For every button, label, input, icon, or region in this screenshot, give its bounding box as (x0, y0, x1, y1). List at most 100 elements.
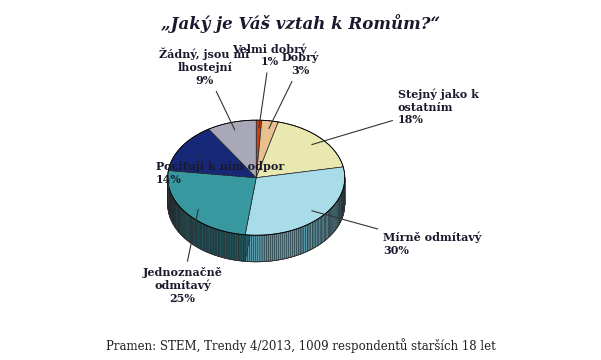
Polygon shape (258, 235, 260, 262)
Text: „Jaký je Váš vztah k Romům?“: „Jaký je Váš vztah k Romům?“ (161, 14, 440, 33)
Polygon shape (213, 228, 215, 255)
Polygon shape (275, 234, 276, 261)
Polygon shape (233, 233, 235, 260)
Polygon shape (300, 227, 302, 254)
Polygon shape (225, 231, 227, 258)
Polygon shape (173, 198, 174, 225)
Polygon shape (281, 233, 282, 260)
Polygon shape (190, 216, 191, 243)
Polygon shape (228, 232, 230, 259)
Polygon shape (180, 207, 181, 234)
Polygon shape (192, 218, 194, 245)
Polygon shape (240, 234, 242, 261)
Polygon shape (319, 217, 320, 245)
Polygon shape (207, 226, 209, 253)
Polygon shape (215, 229, 216, 256)
Polygon shape (255, 235, 258, 262)
Polygon shape (221, 231, 223, 258)
Polygon shape (218, 230, 220, 257)
Polygon shape (223, 231, 225, 258)
Text: Pramen: STEM, Trendy 4/2013, 1009 respondentů starších 18 let: Pramen: STEM, Trendy 4/2013, 1009 respon… (106, 338, 495, 353)
Polygon shape (242, 234, 243, 261)
Polygon shape (182, 209, 183, 236)
Polygon shape (282, 232, 285, 259)
Polygon shape (212, 228, 213, 255)
Polygon shape (322, 216, 323, 243)
Polygon shape (245, 178, 256, 261)
Polygon shape (276, 233, 279, 260)
Polygon shape (338, 198, 339, 226)
Polygon shape (336, 202, 337, 230)
Polygon shape (191, 217, 192, 244)
Polygon shape (216, 229, 218, 256)
Polygon shape (333, 206, 334, 233)
Polygon shape (334, 204, 335, 232)
Text: Stejný jako k
ostatním
18%: Stejný jako k ostatním 18% (312, 88, 479, 145)
Polygon shape (287, 231, 288, 258)
Polygon shape (220, 230, 221, 257)
Polygon shape (247, 235, 249, 262)
Polygon shape (189, 215, 190, 243)
Polygon shape (198, 221, 199, 248)
Text: Mírně odmítavý
30%: Mírně odmítavý 30% (312, 211, 481, 256)
Polygon shape (181, 208, 182, 235)
Polygon shape (260, 235, 262, 262)
Polygon shape (245, 235, 247, 261)
Polygon shape (238, 234, 240, 261)
Text: Žádný, jsou mi
lhostejní
9%: Žádný, jsou mi lhostejní 9% (159, 48, 250, 130)
Polygon shape (320, 217, 322, 244)
Text: Dobrý
3%: Dobrý 3% (269, 52, 319, 129)
Polygon shape (325, 213, 326, 241)
Polygon shape (178, 205, 179, 233)
Polygon shape (326, 212, 327, 240)
Polygon shape (327, 211, 328, 239)
Polygon shape (293, 230, 294, 257)
Polygon shape (256, 122, 343, 178)
Polygon shape (268, 234, 270, 261)
Polygon shape (236, 234, 238, 261)
Polygon shape (314, 220, 316, 248)
Polygon shape (209, 120, 256, 178)
Polygon shape (199, 222, 200, 249)
Polygon shape (202, 223, 203, 250)
Polygon shape (339, 197, 340, 225)
Polygon shape (183, 210, 184, 237)
Polygon shape (337, 201, 338, 228)
Polygon shape (184, 211, 185, 238)
Polygon shape (335, 203, 336, 231)
Polygon shape (251, 235, 254, 262)
Polygon shape (185, 212, 186, 239)
Text: Pociťuji k nim odpor
14%: Pociťuji k nim odpor 14% (156, 154, 284, 185)
Polygon shape (179, 206, 180, 233)
Polygon shape (311, 222, 313, 250)
Polygon shape (294, 229, 296, 256)
Polygon shape (175, 202, 177, 229)
Polygon shape (186, 212, 187, 240)
Polygon shape (305, 225, 307, 252)
Polygon shape (270, 234, 272, 261)
Polygon shape (235, 234, 236, 260)
Polygon shape (249, 235, 251, 262)
Polygon shape (243, 235, 245, 261)
Polygon shape (262, 235, 264, 262)
Polygon shape (331, 208, 332, 235)
Polygon shape (272, 234, 275, 261)
Polygon shape (194, 219, 195, 246)
Polygon shape (296, 228, 298, 256)
Polygon shape (254, 235, 255, 262)
Polygon shape (168, 129, 256, 178)
Polygon shape (307, 224, 309, 251)
Polygon shape (204, 224, 206, 252)
Polygon shape (279, 233, 281, 260)
Polygon shape (256, 120, 278, 178)
Polygon shape (285, 232, 287, 259)
Polygon shape (200, 222, 202, 249)
Polygon shape (340, 195, 341, 223)
Polygon shape (266, 235, 268, 261)
Polygon shape (188, 214, 189, 242)
Polygon shape (313, 221, 314, 249)
Polygon shape (210, 227, 212, 254)
Polygon shape (168, 171, 256, 235)
Polygon shape (329, 209, 331, 237)
Polygon shape (332, 207, 333, 234)
